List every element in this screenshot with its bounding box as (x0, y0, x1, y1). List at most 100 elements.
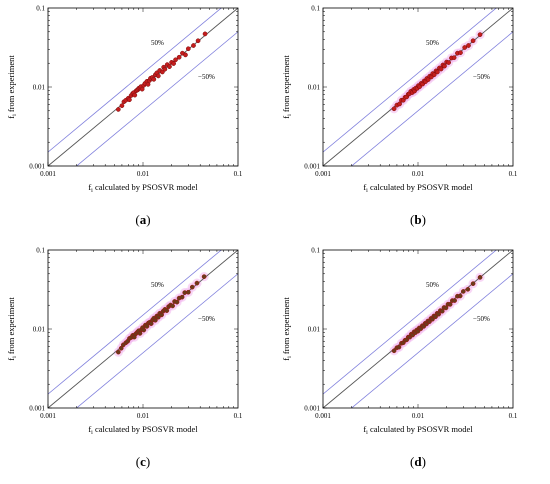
scatter-chart-b: 0.001 0.01 0.1 0.001 0.01 0.1 50% −50% fi calcul… (281, 5, 518, 228)
data-point (174, 299, 180, 305)
plot-area (48, 8, 238, 166)
x-tick-label: 0.01 (137, 170, 150, 178)
data-point (145, 82, 151, 87)
data-point (452, 298, 457, 303)
data-point (397, 101, 402, 107)
data-point (391, 106, 397, 112)
data-point (153, 317, 158, 323)
data-point (115, 349, 121, 355)
data-point (470, 38, 476, 44)
plot-area (48, 250, 238, 408)
x-tick-label: 0.001 (40, 170, 56, 178)
data-points (115, 31, 208, 112)
data-point (176, 54, 182, 60)
scatter-chart-a: 0.001 0.01 0.1 0.001 0.01 0.1 50% −50% fi calcul… (6, 5, 243, 228)
x-axis-label: fi calculated by PSOSVR model (363, 424, 473, 436)
data-point (171, 61, 176, 66)
y-axis-label: fi from experiment (281, 55, 293, 119)
y-tick-label: 0.01 (33, 326, 46, 334)
data-point (465, 286, 471, 292)
x-tick-label: 0.01 (412, 170, 425, 178)
data-point (189, 284, 195, 290)
x-axis-label: fi calculated by PSOSVR model (88, 424, 198, 436)
panel-caption: (a) (135, 212, 150, 227)
data-point (164, 308, 170, 313)
data-point (179, 294, 185, 300)
data-point (458, 50, 463, 56)
data-point (201, 274, 207, 279)
data-point (185, 46, 191, 52)
data-point (119, 103, 125, 109)
axis-ticks (322, 8, 513, 167)
x-tick-label: 0.1 (509, 412, 518, 420)
panel-caption: (d) (410, 454, 426, 469)
y-tick-label: 0.01 (308, 84, 321, 92)
y-tick-label: 0.1 (311, 247, 320, 255)
plus-50-label: 50% (426, 39, 439, 47)
data-points (391, 275, 483, 354)
y-tick-label: 0.01 (33, 84, 46, 92)
data-point (466, 43, 471, 48)
data-point (132, 92, 138, 98)
scatter-chart-c: 0.001 0.01 0.1 0.001 0.01 0.1 50% −50% fi calcul… (6, 247, 243, 470)
minus-50-line (350, 273, 513, 408)
data-point (447, 302, 453, 307)
y-axis-label: fi from experiment (281, 297, 293, 361)
x-tick-label: 0.001 (40, 412, 56, 420)
plot-area (323, 250, 513, 408)
data-point (167, 64, 172, 69)
data-point (396, 344, 402, 350)
data-point (443, 305, 449, 311)
panel-d: 0.001 0.01 0.1 0.001 0.01 0.1 50% −50% fi calcul… (275, 242, 550, 484)
plus-50-line (48, 8, 222, 153)
data-point (194, 280, 200, 286)
data-point (170, 303, 175, 309)
data-point (457, 293, 463, 299)
plus-50-line (48, 250, 222, 395)
data-point (115, 107, 121, 112)
x-tick-label: 0.1 (509, 170, 518, 178)
x-tick-label: 0.1 (234, 170, 243, 178)
x-tick-label: 0.001 (315, 412, 331, 420)
y-tick-label: 0.01 (308, 326, 321, 334)
data-point (195, 38, 201, 44)
minus-50-label: −50% (473, 315, 490, 323)
data-point (477, 275, 483, 280)
y-axis-label: fi from experiment (6, 55, 18, 119)
data-point (435, 69, 440, 75)
data-point (118, 345, 124, 351)
data-point (151, 76, 157, 82)
panel-a: 0.001 0.01 0.1 0.001 0.01 0.1 50% −50% fi calcul… (0, 0, 275, 242)
data-point (191, 43, 196, 48)
x-tick-label: 0.01 (412, 412, 425, 420)
plus-50-label: 50% (151, 39, 164, 47)
panel-caption: (c) (136, 454, 150, 469)
plus-50-label: 50% (151, 281, 164, 289)
data-point (442, 63, 447, 69)
y-tick-label: 0.001 (29, 405, 45, 413)
data-point (438, 66, 444, 72)
data-points (391, 32, 483, 112)
x-axis-label: fi calculated by PSOSVR model (88, 182, 198, 194)
minus-50-line (75, 273, 238, 408)
plus-50-line (323, 250, 497, 395)
x-tick-label: 0.1 (234, 412, 243, 420)
minus-50-line (75, 31, 238, 166)
scatter-chart-d: 0.001 0.01 0.1 0.001 0.01 0.1 50% −50% fi calcul… (281, 247, 518, 470)
y-tick-label: 0.1 (36, 5, 45, 13)
y-tick-label: 0.1 (36, 247, 45, 255)
y-axis-label: fi from experiment (6, 297, 18, 361)
x-tick-label: 0.001 (315, 170, 331, 178)
axis-ticks (47, 8, 238, 167)
data-point (451, 55, 457, 61)
data-point (477, 32, 483, 37)
data-point (139, 86, 145, 92)
minus-50-label: −50% (198, 73, 215, 81)
x-axis-label: fi calculated by PSOSVR model (363, 182, 473, 194)
minus-50-line (350, 31, 513, 166)
panel-c: 0.001 0.01 0.1 0.001 0.01 0.1 50% −50% fi calcul… (0, 242, 275, 484)
data-point (162, 66, 168, 72)
data-point (173, 57, 178, 63)
axis-ticks (47, 250, 238, 409)
